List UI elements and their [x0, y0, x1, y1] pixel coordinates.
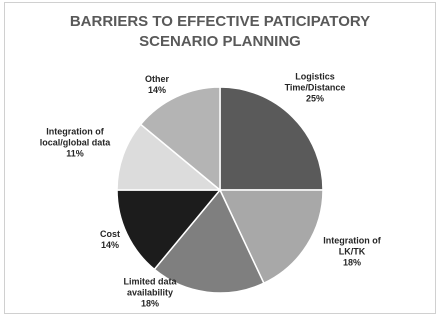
category-label: Cost — [100, 229, 120, 239]
slice-label: Integration of LK/TK 18% — [317, 236, 387, 269]
pie-slice — [116, 189, 222, 271]
value-label: 18% — [140, 298, 159, 309]
category-label: Limited data availability — [123, 276, 177, 298]
pie-slice — [218, 189, 324, 285]
category-label: Logistics Time/Distance — [284, 71, 346, 93]
chart-title: BARRIERS TO EFFECTIVE PATICIPATORY SCENA… — [69, 13, 371, 50]
slice-label: Cost 14% — [90, 229, 130, 251]
slice-label: Integration of local/global data 11% — [35, 127, 115, 160]
pie-slice — [219, 86, 324, 191]
value-label: 11% — [66, 148, 84, 159]
pie-slice — [116, 123, 223, 191]
category-label: Integration of local/global data — [39, 126, 111, 148]
pie-slice — [153, 188, 265, 294]
value-label: 14% — [147, 85, 166, 95]
category-label: Other — [144, 74, 169, 84]
pie-slice — [139, 86, 221, 192]
slice-label: Other 14% — [132, 74, 182, 96]
value-label: 25% — [305, 93, 324, 104]
slice-label: Limited data availability 18% — [115, 277, 185, 310]
category-label: Integration of LK/TK — [323, 235, 381, 257]
chart-frame — [4, 2, 436, 314]
value-label: 14% — [100, 240, 119, 250]
value-label: 18% — [342, 257, 361, 268]
slice-label: Logistics Time/Distance 25% — [280, 72, 350, 105]
